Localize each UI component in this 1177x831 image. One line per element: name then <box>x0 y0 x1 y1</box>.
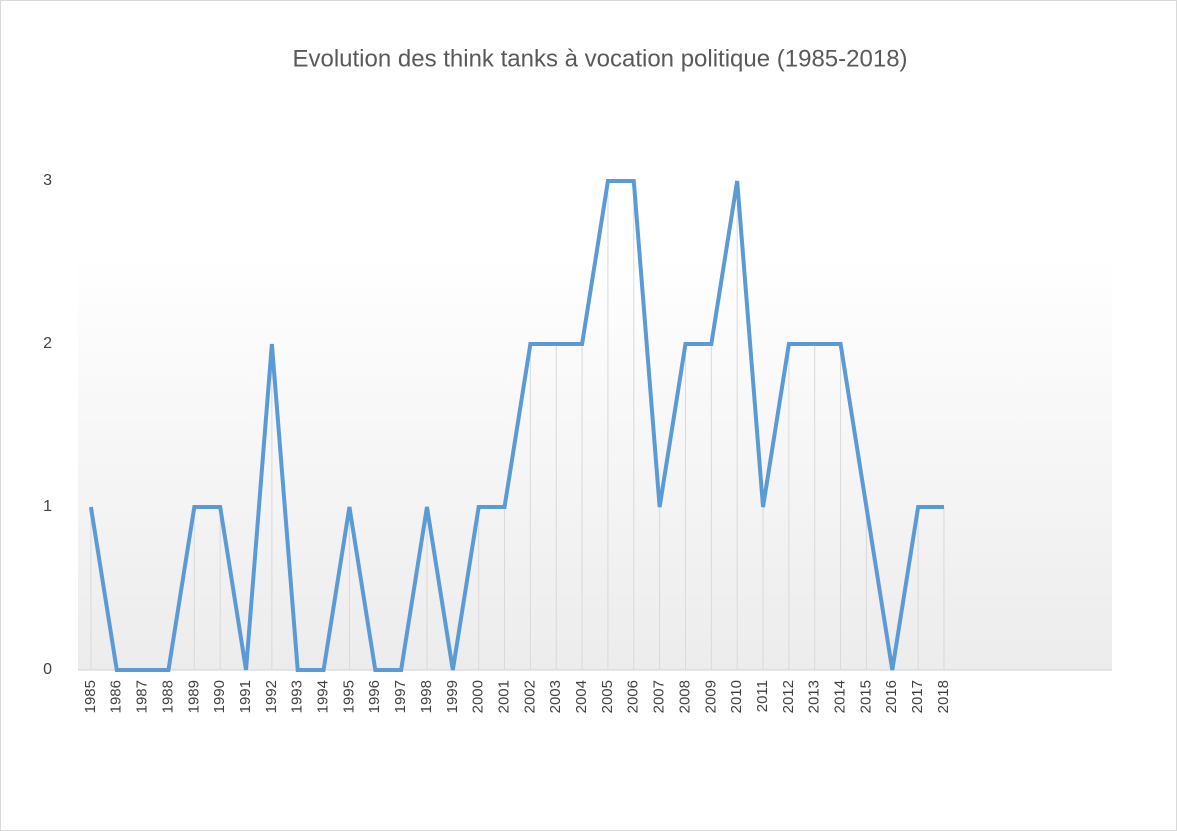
x-tick-label: 1999 <box>444 680 461 713</box>
x-tick-label: 1987 <box>134 680 151 713</box>
x-tick-label: 1992 <box>263 680 280 713</box>
x-tick-label: 1991 <box>237 680 254 713</box>
y-tick-label: 1 <box>43 498 52 515</box>
x-tick-label: 2016 <box>883 680 900 713</box>
x-tick-label: 1988 <box>159 680 176 713</box>
x-tick-label: 2017 <box>909 680 926 713</box>
x-tick-label: 2011 <box>754 680 771 712</box>
x-tick-label: 1986 <box>108 680 125 713</box>
x-tick-label: 2014 <box>832 680 849 713</box>
x-tick-label: 2007 <box>651 680 668 713</box>
x-tick-label: 2008 <box>676 680 693 713</box>
x-tick-label: 2004 <box>573 680 590 713</box>
x-tick-label: 1994 <box>315 680 332 713</box>
x-tick-label: 1997 <box>392 680 409 713</box>
x-tick-label: 2003 <box>547 680 564 713</box>
x-tick-label: 1996 <box>366 680 383 713</box>
x-tick-label: 1989 <box>185 680 202 713</box>
x-tick-label: 2001 <box>495 680 512 713</box>
x-tick-label: 2009 <box>702 680 719 713</box>
data-line <box>88 179 944 672</box>
x-tick-label: 2010 <box>728 680 745 713</box>
x-tick-label: 2015 <box>857 680 874 713</box>
x-tick-label: 1993 <box>289 680 306 713</box>
x-tick-label: 1985 <box>82 680 99 713</box>
y-tick-label: 2 <box>43 335 52 352</box>
y-tick-label: 0 <box>43 661 52 678</box>
y-tick-label: 3 <box>43 172 52 189</box>
x-tick-label: 2002 <box>521 680 538 713</box>
x-tick-label: 1990 <box>211 680 228 713</box>
x-tick-label: 2012 <box>780 680 797 713</box>
x-tick-label: 2005 <box>599 680 616 713</box>
x-tick-label: 1995 <box>340 680 357 713</box>
chart-title: Evolution des think tanks à vocation pol… <box>292 45 907 72</box>
x-tick-label: 2013 <box>806 680 823 713</box>
x-tick-label: 2006 <box>625 680 642 713</box>
x-tick-label: 2000 <box>470 680 487 713</box>
x-tick-label: 2018 <box>935 680 952 713</box>
x-tick-label: 1998 <box>418 680 435 713</box>
